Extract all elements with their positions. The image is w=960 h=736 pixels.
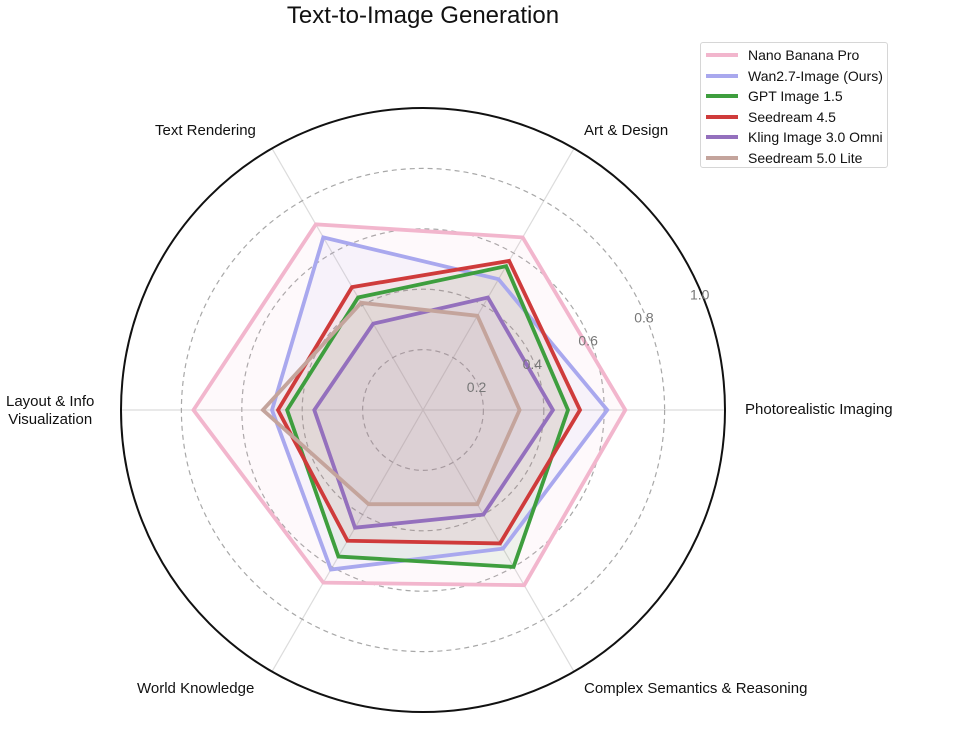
radial-tick-label: 0.2 — [467, 379, 487, 395]
legend-label: Seedream 5.0 Lite — [748, 149, 863, 166]
chart-title: Text-to-Image Generation — [286, 2, 560, 29]
radial-tick-label: 0.8 — [634, 310, 654, 326]
radial-tick-label: 0.4 — [523, 356, 543, 372]
grid-ring — [362, 349, 485, 472]
legend-item: Seedream 5.0 Lite — [701, 148, 887, 169]
series-line — [312, 295, 556, 530]
axis-spoke — [422, 409, 575, 672]
legend-swatch — [706, 114, 738, 119]
grid-ring — [241, 228, 605, 592]
series-fill — [272, 237, 608, 570]
legend-label: GPT Image 1.5 — [748, 88, 843, 105]
axis-label-photorealistic: Photorealistic Imaging — [745, 401, 893, 418]
legend-item: Nano Banana Pro — [701, 45, 887, 66]
legend: Nano Banana Pro Wan2.7-Image (Ours) GPT … — [700, 42, 888, 168]
legend-item: GPT Image 1.5 — [701, 86, 887, 107]
legend-label: Wan2.7-Image (Ours) — [748, 67, 883, 84]
axis-label-world-knowledge: World Knowledge — [137, 680, 255, 697]
series-line — [260, 300, 522, 507]
legend-swatch — [706, 73, 738, 78]
series-fill — [278, 260, 580, 544]
outer-ring — [120, 107, 726, 713]
legend-swatch — [706, 155, 738, 160]
radial-tick-label: 1.0 — [690, 286, 710, 302]
axis-label-text-rendering: Text Rendering — [155, 122, 256, 139]
series-fill — [262, 302, 520, 505]
axis-label-layout: Layout & Info Visualization — [6, 393, 94, 429]
legend-label: Nano Banana Pro — [748, 47, 860, 64]
axis-label-layout-line2: Visualization — [8, 411, 93, 428]
legend-label: Kling Image 3.0 Omni — [748, 129, 883, 146]
legend-item: Kling Image 3.0 Omni — [701, 127, 887, 148]
legend-swatch — [706, 135, 738, 140]
legend-swatch — [706, 94, 738, 99]
legend-item: Seedream 4.5 — [701, 107, 887, 128]
legend-item: Wan2.7-Image (Ours) — [701, 66, 887, 87]
axis-spoke — [271, 148, 424, 411]
series-line — [191, 222, 628, 588]
grid-ring — [180, 167, 666, 653]
series-line — [285, 264, 571, 569]
axis-label-complex-semantics: Complex Semantics & Reasoning — [584, 680, 808, 697]
grid-ring — [301, 288, 545, 532]
series-line — [269, 235, 610, 572]
axis-label-layout-line1: Layout & Info — [6, 393, 95, 410]
legend-swatch — [706, 53, 738, 58]
legend-label: Seedream 4.5 — [748, 108, 836, 125]
series-line — [275, 258, 583, 546]
radial-tick-label: 0.6 — [578, 333, 598, 349]
axis-label-art-design: Art & Design — [584, 122, 669, 139]
